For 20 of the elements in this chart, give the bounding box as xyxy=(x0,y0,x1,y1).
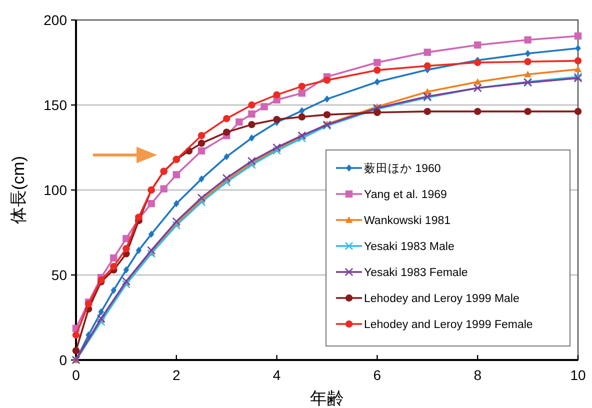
y-tick-label: 0 xyxy=(59,352,68,368)
legend-label: Yesaki 1983 Female xyxy=(364,267,468,279)
legend-label: Lehodey and Leroy 1999 Male xyxy=(364,293,520,305)
legend-label: Wankowski 1981 xyxy=(364,215,451,227)
x-tick-label: 6 xyxy=(373,367,382,383)
x-tick-label: 10 xyxy=(570,367,586,383)
y-tick-label: 200 xyxy=(44,12,68,28)
x-axis-title: 年齢 xyxy=(310,389,344,408)
x-tick-label: 4 xyxy=(272,367,281,383)
y-tick-label: 50 xyxy=(51,267,68,283)
legend-label: Lehodey and Leroy 1999 Female xyxy=(364,319,533,331)
x-tick-label: 2 xyxy=(172,367,180,383)
y-tick-label: 150 xyxy=(44,97,68,113)
y-tick-label: 100 xyxy=(44,182,68,198)
legend-label: Yesaki 1983 Male xyxy=(364,241,454,253)
legend-label: Yang et al. 1969 xyxy=(364,189,447,201)
x-tick-label: 8 xyxy=(474,367,482,383)
legend-label: 薮田ほか 1960 xyxy=(364,162,441,175)
x-tick-label: 0 xyxy=(72,367,80,383)
y-axis-title: 体長(cm) xyxy=(9,156,28,224)
